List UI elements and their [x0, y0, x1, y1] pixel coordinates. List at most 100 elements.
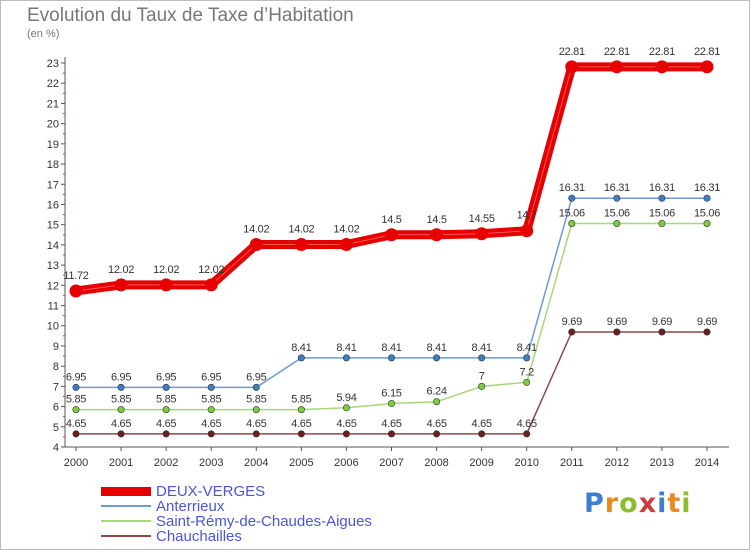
data-label: 9.69 — [697, 316, 717, 328]
data-point — [297, 430, 305, 438]
data-label: 6.95 — [201, 371, 221, 383]
data-label: 22.81 — [604, 46, 630, 58]
y-tick-label: 9 — [53, 341, 59, 353]
data-point — [613, 194, 621, 202]
data-point — [297, 406, 305, 414]
data-point — [117, 406, 125, 414]
data-point — [114, 278, 128, 292]
data-point — [207, 383, 215, 391]
series-line — [71, 62, 712, 296]
data-label: 11.72 — [63, 270, 88, 282]
data-label: 9.69 — [562, 316, 582, 328]
data-point — [610, 60, 624, 74]
data-point — [252, 383, 260, 391]
data-label: 5.94 — [336, 392, 356, 404]
legend-label: DEUX-VERGES — [156, 483, 266, 500]
legend-item: Saint-Rémy-de-Chaudes-Aigues — [101, 513, 421, 530]
x-tick-label: 2011 — [560, 457, 584, 469]
data-label: 4.65 — [156, 418, 176, 430]
legend-label: Saint-Rémy-de-Chaudes-Aigues — [156, 513, 372, 530]
y-tick-label: 5 — [53, 422, 59, 434]
legend-item: DEUX-VERGES — [101, 483, 421, 500]
data-label: 6.24 — [426, 386, 446, 398]
data-label: 15.06 — [604, 207, 630, 219]
y-tick-label: 13 — [47, 260, 59, 272]
data-label: 4.65 — [517, 418, 537, 430]
data-label: 6.95 — [246, 371, 266, 383]
data-point — [700, 60, 714, 74]
x-tick-label: 2008 — [424, 457, 448, 469]
data-point — [387, 400, 395, 408]
data-label: 8.41 — [517, 342, 537, 354]
y-tick-label: 12 — [47, 280, 59, 292]
legend-item: Chauchailles — [101, 528, 421, 545]
data-point — [523, 378, 531, 386]
data-point — [387, 430, 395, 438]
data-point — [433, 354, 441, 362]
data-point — [249, 237, 263, 251]
y-tick-label: 21 — [47, 98, 59, 110]
data-point — [613, 328, 621, 336]
legend-item: Anterrieux — [101, 498, 421, 515]
data-label: 14.5 — [381, 214, 401, 226]
data-label: 6.15 — [381, 388, 401, 400]
legend-label: Chauchailles — [156, 528, 242, 545]
data-point — [342, 404, 350, 412]
data-point — [703, 328, 711, 336]
data-label: 8.41 — [426, 342, 446, 354]
data-label: 14.7 — [517, 210, 537, 222]
x-tick-label: 2001 — [109, 457, 133, 469]
y-tick-label: 4 — [53, 442, 59, 454]
data-label: 4.65 — [201, 418, 221, 430]
data-label: 6.95 — [111, 371, 131, 383]
data-point — [252, 430, 260, 438]
data-point — [117, 383, 125, 391]
x-tick-label: 2014 — [695, 457, 719, 469]
legend-swatch — [101, 520, 151, 522]
series-deux-verges — [69, 60, 714, 298]
data-label: 4.65 — [426, 418, 446, 430]
data-point — [159, 278, 173, 292]
data-label: 14.5 — [426, 214, 446, 226]
chart-unit-label: (en %) — [27, 28, 60, 40]
legend-swatch — [101, 487, 151, 496]
data-point — [478, 430, 486, 438]
data-label: 4.65 — [66, 418, 86, 430]
data-label: 8.41 — [381, 342, 401, 354]
data-label: 22.81 — [694, 46, 720, 58]
data-point — [655, 60, 669, 74]
data-point — [387, 354, 395, 362]
y-tick-label: 22 — [47, 78, 59, 90]
data-label: 14.02 — [243, 223, 269, 235]
data-label: 4.65 — [336, 418, 356, 430]
data-label: 12.02 — [198, 264, 224, 276]
data-point — [207, 430, 215, 438]
data-label: 7 — [479, 370, 485, 382]
x-tick-label: 2000 — [64, 457, 88, 469]
logo-letter: x — [638, 488, 658, 519]
data-point — [658, 194, 666, 202]
data-point — [568, 328, 576, 336]
data-point — [703, 194, 711, 202]
logo-letter: i — [657, 488, 668, 519]
y-tick-label: 20 — [47, 119, 59, 131]
x-axis-ticks: 2000 2001 2002 2003 2004 2005 2006 2007 2008 2009… — [64, 447, 719, 469]
y-tick-label: 7 — [53, 381, 59, 393]
x-tick-label: 2005 — [289, 457, 313, 469]
data-point — [162, 430, 170, 438]
data-point — [342, 430, 350, 438]
data-label: 14.02 — [333, 223, 359, 235]
y-tick-label: 23 — [47, 58, 59, 70]
data-point — [204, 278, 218, 292]
data-label: 22.81 — [649, 46, 675, 58]
logo-letter: o — [619, 488, 639, 519]
legend-swatch — [101, 505, 151, 507]
y-axis-ticks: 4 5 6 7 8 9 10 11 12 13 14 15 16 17 18 19 20 21 22 23 — [47, 58, 65, 454]
data-labels-layer: 4.65 4.65 4.65 4.65 4.65 4.65 4.65 4.65 4.65 4.65… — [63, 46, 720, 430]
data-label: 5.85 — [66, 394, 86, 406]
x-tick-label: 2003 — [199, 457, 223, 469]
data-label: 14.55 — [469, 213, 495, 225]
data-label: 12.02 — [108, 264, 134, 276]
